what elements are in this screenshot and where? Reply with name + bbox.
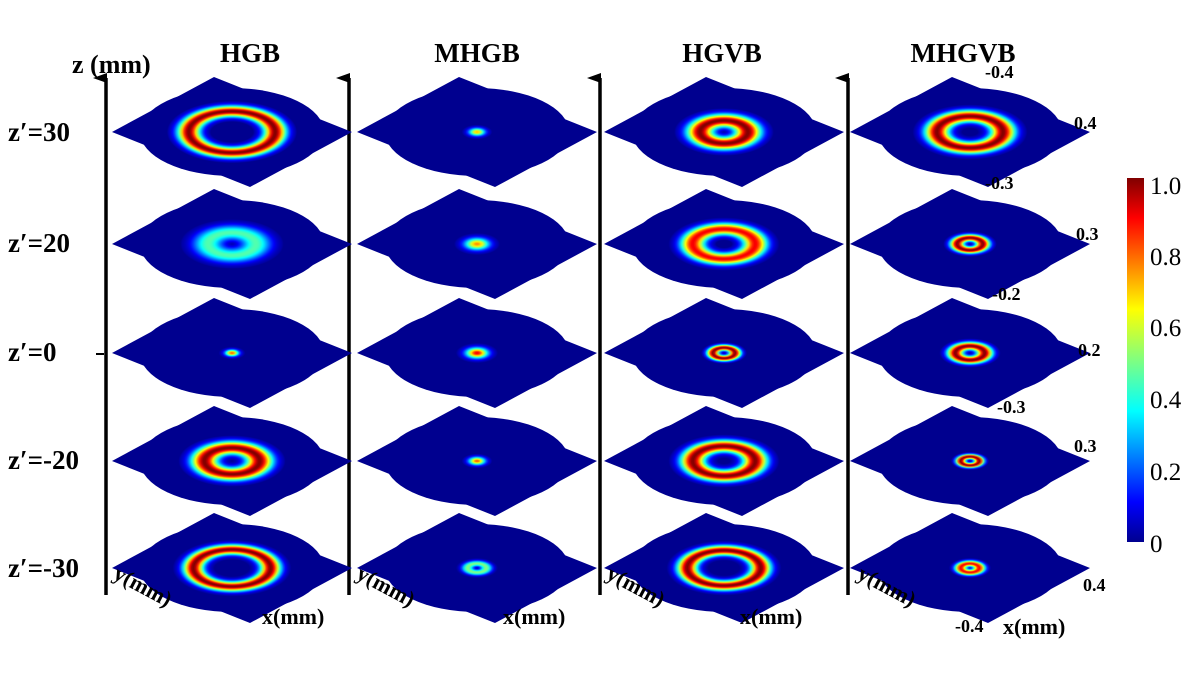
mhgvb-extent-near-z30: -0.4 — [985, 62, 1014, 82]
colorbar — [1127, 178, 1144, 542]
intensity-pattern-mhgvb-z-30 — [878, 524, 1062, 612]
colorbar-tick-0-4: 0.4 — [1150, 387, 1182, 414]
mhgvb-extent-far-z-30: 0.4 — [1083, 575, 1106, 595]
row-label-z20: z′=20 — [8, 228, 70, 258]
column-title-mhgvb: MHGVB — [911, 38, 1016, 68]
x-axis-label-hgb: x(mm) — [262, 604, 324, 629]
x-axis-label-mhgb: x(mm) — [503, 604, 565, 629]
intensity-pattern-mhgb-z-20 — [385, 417, 569, 505]
intensity-pattern-mhgb-z-30 — [385, 524, 569, 612]
colorbar-tick-1-0: 1.0 — [1150, 173, 1181, 200]
mhgvb-extent-near-z20: -0.3 — [985, 173, 1014, 193]
intensity-pattern-hgvb-z-20 — [632, 417, 816, 505]
intensity-pattern-hgb-z20 — [140, 200, 324, 288]
colorbar-tick-0-6: 0.6 — [1150, 315, 1181, 342]
row-label-z30: z′=30 — [8, 117, 70, 147]
intensity-pattern-hgvb-z-30 — [632, 524, 816, 612]
colorbar-tick-0-2: 0.2 — [1150, 459, 1181, 486]
mhgvb-extent-near-z-20: -0.3 — [997, 397, 1026, 417]
intensity-pattern-hgb-z30 — [140, 88, 324, 176]
mhgvb-extent-far-z30: 0.4 — [1074, 113, 1097, 133]
colorbar-tick-0-8: 0.8 — [1150, 244, 1181, 271]
mhgvb-extent-near-z-30: -0.4 — [955, 616, 984, 636]
mhgvb-extent-near-z0: -0.2 — [992, 284, 1021, 304]
row-label-z-30: z′=-30 — [8, 553, 79, 583]
intensity-pattern-hgvb-z0 — [632, 309, 816, 397]
intensity-panels — [112, 77, 1090, 623]
mhgvb-extent-far-z20: 0.3 — [1076, 224, 1099, 244]
x-axis-label-mhgvb: x(mm) — [1003, 614, 1065, 639]
z-axis-title: z (mm) — [72, 50, 151, 79]
colorbar-tick-0: 0 — [1150, 531, 1163, 558]
intensity-pattern-hgb-z-20 — [140, 417, 324, 505]
mhgvb-extent-far-z0: 0.2 — [1078, 340, 1101, 360]
intensity-pattern-mhgb-z0 — [385, 309, 569, 397]
intensity-pattern-mhgb-z20 — [385, 200, 569, 288]
mhgvb-extent-far-z-20: 0.3 — [1074, 436, 1097, 456]
intensity-pattern-mhgvb-z0 — [878, 309, 1062, 397]
row-label-z-20: z′=-20 — [8, 445, 79, 475]
row-label-z0: z′=0 — [8, 337, 56, 367]
column-title-hgvb: HGVB — [682, 38, 762, 68]
intensity-pattern-hgvb-z20 — [632, 200, 816, 288]
column-title-mhgb: MHGB — [434, 38, 520, 68]
intensity-pattern-hgb-z-30 — [140, 524, 324, 612]
intensity-pattern-hgvb-z30 — [632, 88, 816, 176]
intensity-pattern-hgb-z0 — [140, 309, 324, 397]
intensity-pattern-mhgvb-z-20 — [878, 417, 1062, 505]
intensity-pattern-mhgb-z30 — [385, 88, 569, 176]
intensity-pattern-mhgvb-z30 — [878, 88, 1062, 176]
column-title-hgb: HGB — [220, 38, 280, 68]
intensity-pattern-mhgvb-z20 — [878, 200, 1062, 288]
x-axis-label-hgvb: x(mm) — [740, 604, 802, 629]
